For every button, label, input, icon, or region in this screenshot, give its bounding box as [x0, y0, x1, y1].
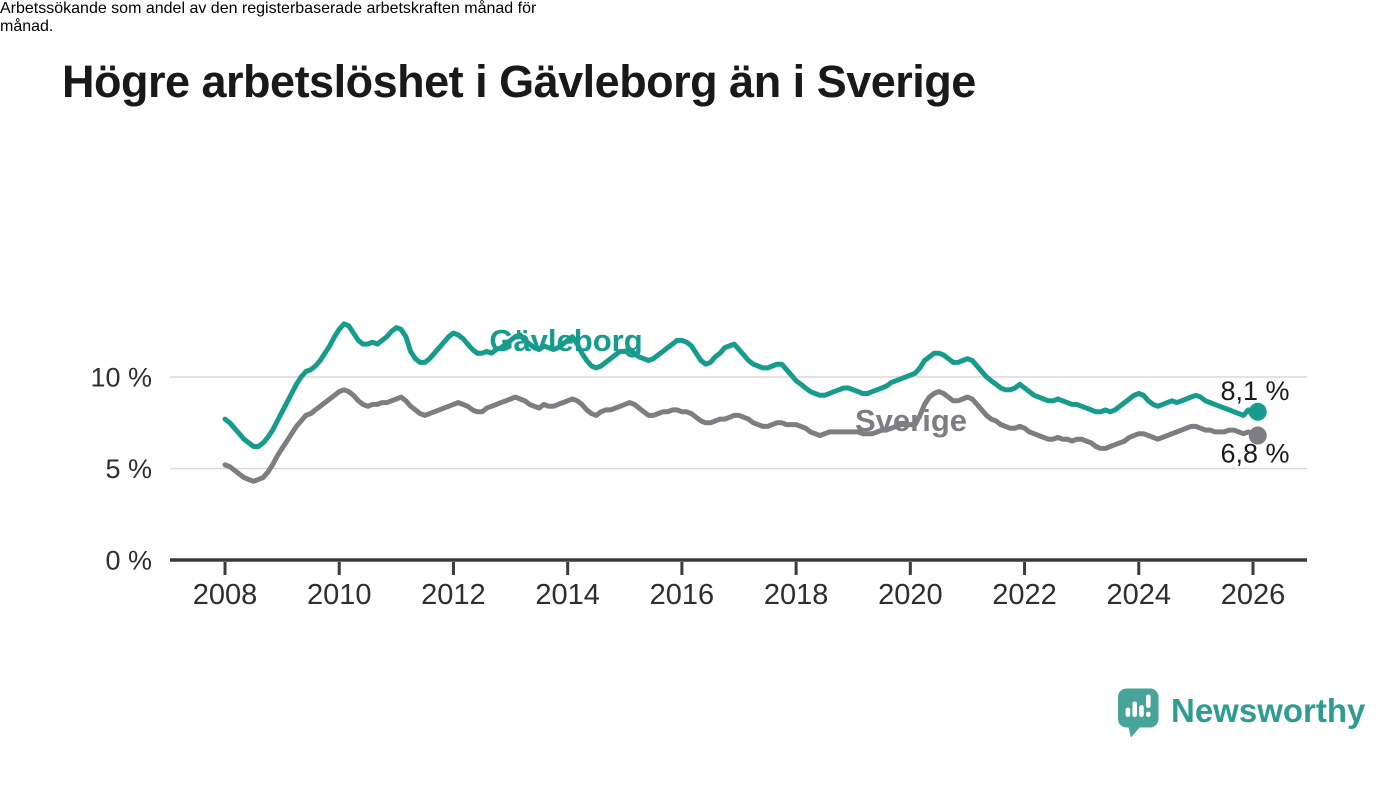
series-end-dot-sverige: [1248, 426, 1267, 445]
series-end-value-sverige: 6,8 %: [1220, 439, 1289, 469]
series-end-value-gavleborg: 8,1 %: [1220, 376, 1289, 406]
logo-exclamation-dot: [1146, 711, 1151, 718]
y-axis-label: 0 %: [105, 546, 152, 576]
logo-bar-2: [1132, 701, 1137, 718]
x-axis-label: 2014: [535, 579, 600, 611]
series-label-gavleborg: Gävleborg: [489, 323, 642, 358]
newsworthy-speech-bubble-bar-chart-icon: [1118, 688, 1159, 738]
x-axis-label: 2012: [421, 579, 486, 611]
series-end-dot-gavleborg: [1248, 402, 1267, 421]
series-line-sverige: [222, 387, 1261, 484]
x-axis-label: 2016: [650, 579, 715, 611]
x-axis-label: 2022: [992, 579, 1057, 611]
x-axis-label: 2020: [878, 579, 943, 611]
y-axis-label: 10 %: [90, 363, 152, 393]
logo-bar-1: [1125, 707, 1131, 718]
x-axis-label: 2008: [193, 579, 258, 611]
x-axis-label: 2010: [307, 579, 372, 611]
y-axis-label: 5 %: [105, 454, 152, 484]
page-title: Högre arbetslöshet i Gävleborg än i Sver…: [62, 56, 976, 107]
chart-subtitle-line-2: månad.: [0, 18, 54, 35]
newsworthy-logo: Newsworthy: [1117, 688, 1365, 738]
logo-bar-3: [1139, 705, 1144, 718]
x-axis-label: 2024: [1107, 579, 1172, 611]
x-axis-label: 2026: [1221, 579, 1286, 611]
series-label-sverige: Sverige: [855, 403, 967, 438]
logo-exclamation-stem: [1146, 694, 1151, 708]
series-line-gavleborg: [222, 321, 1261, 449]
logo-bubble-shape: [1118, 688, 1159, 738]
chart-subtitle-line-1: Arbetssökande som andel av den registerb…: [0, 0, 537, 17]
newsworthy-logo-text: Newsworthy: [1171, 692, 1366, 729]
x-axis-label: 2018: [764, 579, 829, 611]
